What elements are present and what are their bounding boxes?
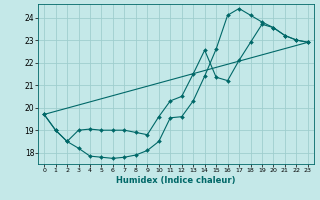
X-axis label: Humidex (Indice chaleur): Humidex (Indice chaleur) — [116, 176, 236, 185]
